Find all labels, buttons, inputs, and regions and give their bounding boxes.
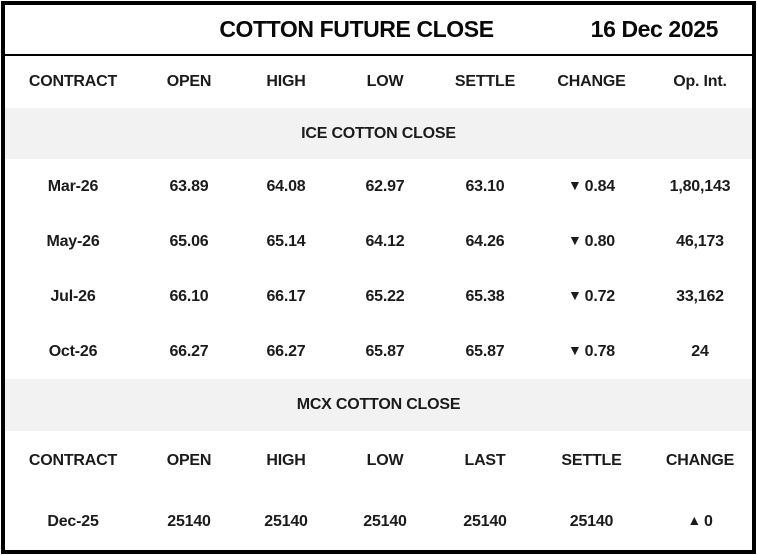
cell-settle: 65.38 xyxy=(465,287,505,305)
col-header-last: LAST xyxy=(464,452,506,469)
mcx-section-title: MCX COTTON CLOSE xyxy=(5,379,752,431)
cell-open: 63.89 xyxy=(169,177,209,195)
col-header-low: LOW xyxy=(366,73,404,90)
ice-cotton-table: CONTRACT OPEN HIGH LOW SETTLE CHANGE Op.… xyxy=(5,56,752,379)
cell-high: 64.08 xyxy=(266,177,306,195)
col-header-change: CHANGE xyxy=(665,452,735,469)
cell-last: 25140 xyxy=(463,512,507,530)
cell-open: 66.10 xyxy=(169,287,209,305)
cell-settle: 64.26 xyxy=(465,232,505,250)
cell-contract: Oct-26 xyxy=(48,342,98,360)
cell-open-interest: 1,80,143 xyxy=(669,177,731,195)
cell-low: 65.22 xyxy=(365,287,405,305)
cell-open: 25140 xyxy=(167,512,211,530)
down-triangle-icon: ▼ xyxy=(567,176,582,193)
table-row-may26: May-26 65.06 65.14 64.12 64.26 ▼ 0.80 46,… xyxy=(5,214,752,269)
down-triangle-icon: ▼ xyxy=(567,341,582,358)
table-row-jul26: Jul-26 66.10 66.17 65.22 65.38 ▼ 0.72 33,… xyxy=(5,269,752,324)
cell-change: ▲ 0 xyxy=(648,491,752,552)
col-header-high: HIGH xyxy=(266,73,306,90)
cell-high: 25140 xyxy=(264,512,308,530)
cell-high: 66.17 xyxy=(266,287,306,305)
change-value: 0.80 xyxy=(584,232,616,250)
cell-low: 62.97 xyxy=(365,177,405,195)
ice-section-title: ICE COTTON CLOSE xyxy=(5,108,752,159)
col-header-settle: SETTLE xyxy=(561,452,622,469)
mcx-cotton-table: MCX COTTON CLOSE CONTRACT OPEN HIGH LOW … xyxy=(5,379,752,552)
cell-low: 65.87 xyxy=(365,342,405,360)
col-header-contract: CONTRACT xyxy=(28,73,118,90)
cell-open: 65.06 xyxy=(169,232,209,250)
change-value: 0 xyxy=(703,512,713,530)
ice-column-header-row: CONTRACT OPEN HIGH LOW SETTLE CHANGE Op.… xyxy=(5,56,752,108)
col-header-change: CHANGE xyxy=(557,73,626,90)
mcx-section-band: MCX COTTON CLOSE xyxy=(5,379,752,431)
change-value: 0.78 xyxy=(584,342,616,360)
col-header-open-interest: Op. Int. xyxy=(673,73,727,90)
cell-settle: 63.10 xyxy=(465,177,505,195)
cell-open-interest: 24 xyxy=(691,342,709,360)
up-triangle-icon: ▲ xyxy=(687,511,701,528)
cell-contract: Dec-25 xyxy=(47,512,99,530)
mcx-column-header-row: CONTRACT OPEN HIGH LOW LAST SETTLE CHANG… xyxy=(5,431,752,491)
report-date: 16 Dec 2025 xyxy=(590,16,719,42)
cell-change: ▼ 0.80 xyxy=(535,214,648,269)
change-value: 0.72 xyxy=(584,287,616,305)
page-title: COTTON FUTURE CLOSE xyxy=(219,16,494,42)
cell-change: ▼ 0.78 xyxy=(535,324,648,379)
col-header-contract: CONTRACT xyxy=(28,452,118,469)
col-header-open: OPEN xyxy=(166,73,212,90)
cell-low: 64.12 xyxy=(365,232,405,250)
cell-change: ▼ 0.84 xyxy=(535,159,648,214)
col-header-high: HIGH xyxy=(266,452,306,469)
col-header-open: OPEN xyxy=(166,452,212,469)
col-header-settle: SETTLE xyxy=(454,73,516,90)
cell-open-interest: 33,162 xyxy=(676,287,724,305)
cell-contract: Jul-26 xyxy=(50,287,96,305)
cell-high: 65.14 xyxy=(266,232,306,250)
cell-open: 66.27 xyxy=(169,342,209,360)
cell-settle: 65.87 xyxy=(465,342,505,360)
table-row-dec25: Dec-25 25140 25140 25140 25140 25140 ▲ 0 xyxy=(5,491,752,552)
cell-open-interest: 46,173 xyxy=(676,232,724,250)
cell-contract: May-26 xyxy=(46,232,100,250)
down-triangle-icon: ▼ xyxy=(567,286,582,303)
table-row-oct26: Oct-26 66.27 66.27 65.87 65.87 ▼ 0.78 24 xyxy=(5,324,752,379)
cell-low: 25140 xyxy=(363,512,407,530)
col-header-low: LOW xyxy=(366,452,404,469)
ice-section-band: ICE COTTON CLOSE xyxy=(5,108,752,159)
cell-contract: Mar-26 xyxy=(47,177,99,195)
cell-change: ▼ 0.72 xyxy=(535,269,648,324)
report-header: COTTON FUTURE CLOSE 16 Dec 2025 xyxy=(5,5,752,56)
table-row-mar26: Mar-26 63.89 64.08 62.97 63.10 ▼ 0.84 1,8… xyxy=(5,159,752,214)
down-triangle-icon: ▼ xyxy=(567,231,582,248)
cell-settle: 25140 xyxy=(569,512,614,530)
cell-high: 66.27 xyxy=(266,342,306,360)
change-value: 0.84 xyxy=(584,177,616,195)
